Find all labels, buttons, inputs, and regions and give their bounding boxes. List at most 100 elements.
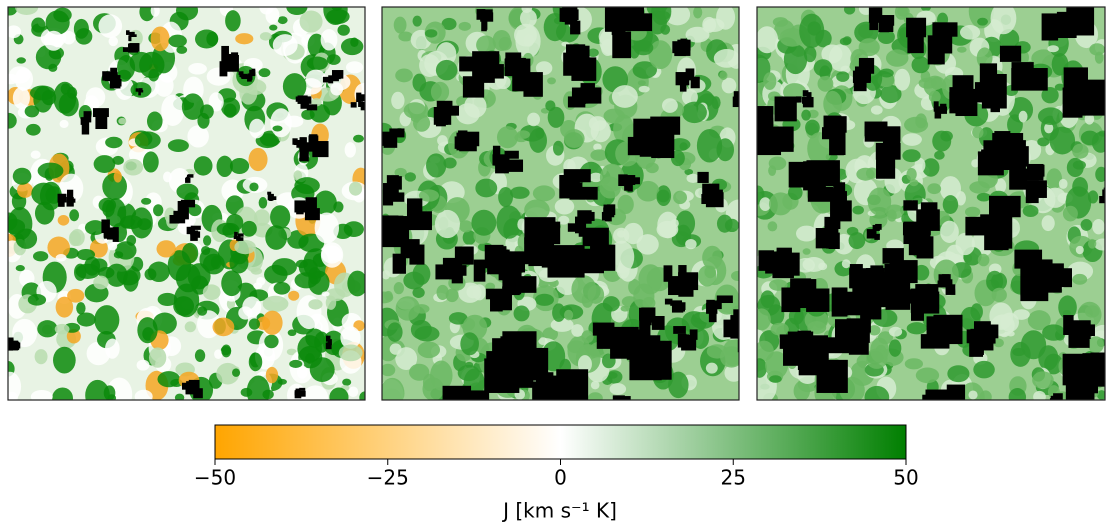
map-texture bbox=[229, 157, 250, 174]
map-texture bbox=[262, 389, 274, 400]
map-texture bbox=[931, 76, 943, 90]
masked-region bbox=[1082, 353, 1105, 373]
map-texture bbox=[894, 68, 911, 91]
masked-region bbox=[112, 79, 122, 87]
masked-region bbox=[583, 211, 595, 221]
map-texture bbox=[76, 302, 86, 315]
map-texture bbox=[417, 341, 441, 359]
map-texture bbox=[915, 113, 927, 129]
map-texture bbox=[30, 389, 53, 400]
map-texture bbox=[412, 73, 427, 92]
map-texture bbox=[670, 218, 679, 228]
masked-region bbox=[940, 103, 947, 109]
map-texture bbox=[287, 329, 297, 337]
map-texture bbox=[35, 44, 62, 70]
map-texture bbox=[112, 155, 124, 165]
masked-region bbox=[247, 74, 252, 82]
map-texture bbox=[813, 59, 833, 77]
masked-region bbox=[190, 225, 201, 230]
map-texture bbox=[920, 70, 931, 83]
masked-region bbox=[1065, 380, 1095, 400]
masked-region bbox=[824, 216, 841, 230]
map-texture bbox=[265, 225, 288, 250]
masked-region bbox=[1063, 315, 1074, 335]
map-texture bbox=[552, 303, 566, 322]
map-texture bbox=[320, 29, 338, 51]
map-texture bbox=[176, 7, 199, 21]
map-texture bbox=[955, 191, 966, 206]
map-texture bbox=[58, 92, 79, 117]
map-texture bbox=[757, 26, 779, 54]
masked-region bbox=[454, 136, 473, 149]
map-texture bbox=[915, 367, 940, 384]
map-texture bbox=[75, 28, 93, 45]
masked-region bbox=[251, 69, 256, 76]
map-texture bbox=[702, 245, 723, 270]
map-texture bbox=[33, 251, 49, 262]
masked-region bbox=[350, 102, 357, 108]
map-texture bbox=[856, 167, 875, 181]
map-texture bbox=[75, 263, 101, 279]
masked-region bbox=[925, 389, 948, 400]
map-texture bbox=[271, 258, 297, 276]
map-texture bbox=[1095, 166, 1105, 182]
map-texture bbox=[8, 112, 17, 129]
masked-region bbox=[459, 246, 474, 264]
masked-region bbox=[793, 342, 808, 359]
map-texture bbox=[70, 228, 85, 246]
masked-region bbox=[1054, 399, 1061, 400]
map-texture bbox=[558, 215, 570, 225]
map-texture bbox=[435, 59, 458, 81]
masked-region bbox=[556, 369, 589, 400]
map-texture bbox=[181, 93, 204, 120]
map-texture bbox=[836, 71, 850, 82]
map-texture bbox=[458, 21, 471, 31]
map-texture bbox=[524, 199, 550, 221]
map-texture bbox=[799, 13, 825, 49]
map-texture bbox=[12, 318, 38, 348]
map-texture bbox=[320, 242, 344, 268]
map-texture bbox=[223, 103, 237, 118]
map-texture bbox=[939, 176, 961, 201]
map-texture bbox=[1072, 143, 1089, 159]
masked-region bbox=[582, 87, 602, 104]
map-texture bbox=[607, 371, 618, 379]
masked-region bbox=[303, 201, 317, 213]
map-texture bbox=[288, 290, 300, 301]
map-texture bbox=[8, 371, 22, 400]
masked-region bbox=[596, 335, 615, 349]
masked-region bbox=[306, 104, 318, 111]
map-texture bbox=[527, 112, 540, 127]
masked-region bbox=[129, 32, 134, 37]
map-texture bbox=[509, 186, 530, 199]
map-texture bbox=[976, 47, 993, 69]
masked-region bbox=[500, 289, 512, 311]
map-texture bbox=[841, 259, 851, 269]
map-texture bbox=[909, 179, 919, 187]
masked-region bbox=[459, 56, 476, 72]
map-texture bbox=[977, 17, 989, 26]
masked-region bbox=[796, 96, 802, 103]
map-texture bbox=[731, 270, 739, 281]
map-texture bbox=[296, 365, 308, 379]
masked-region bbox=[583, 248, 610, 261]
map-texture bbox=[150, 7, 160, 17]
map-texture bbox=[144, 268, 157, 281]
masked-region bbox=[735, 93, 739, 102]
masked-region bbox=[1099, 195, 1105, 204]
map-texture bbox=[137, 218, 152, 231]
masked-region bbox=[193, 388, 203, 399]
masked-region bbox=[875, 142, 901, 160]
map-texture bbox=[922, 158, 940, 177]
masked-region bbox=[135, 88, 139, 92]
map-texture bbox=[187, 125, 209, 148]
map-texture bbox=[877, 29, 895, 45]
map-texture bbox=[249, 182, 259, 192]
masked-region bbox=[570, 20, 581, 35]
map-texture bbox=[514, 23, 537, 47]
map-texture bbox=[779, 28, 806, 47]
masked-region bbox=[981, 73, 1007, 109]
masked-region bbox=[689, 329, 698, 340]
masked-region bbox=[299, 145, 309, 162]
masked-region bbox=[138, 90, 144, 93]
